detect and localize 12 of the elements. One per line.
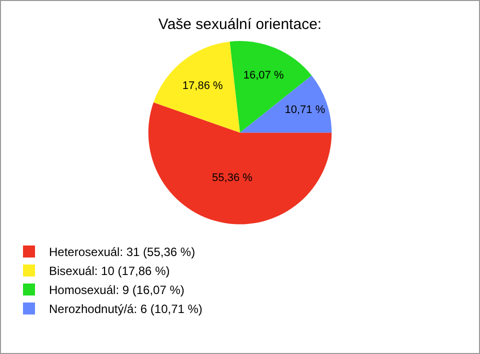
data-label: 55,36 % [212,172,253,184]
legend-label: Bisexuál: 10 (17,86 %) [49,264,170,278]
pie-slice [154,42,240,133]
legend-label: Nerozhodnutý/á: 6 (10,71 %) [49,302,202,316]
pie-slice [148,102,332,224]
pie-slice [230,41,312,133]
data-label: 16,07 % [243,70,284,82]
legend-label: Heterosexuál: 31 (55,36 %) [49,245,196,260]
chart-title: Vaše sexuální orientace: [158,16,322,34]
data-label: 10,71 % [284,104,326,116]
data-label: 17,86 % [182,80,224,92]
legend-label: Homosexuál: 9 (16,07 %) [49,283,184,298]
